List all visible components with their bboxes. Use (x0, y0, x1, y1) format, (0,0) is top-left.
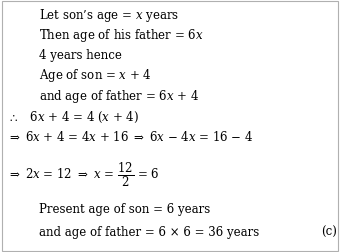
Text: and age of father = $6x$ + 4: and age of father = $6x$ + 4 (39, 87, 199, 105)
Text: $\Rightarrow$ $6x$ + 4 = $4x$ + 16 $\Rightarrow$ $6x$ − $4x$ = 16 − 4: $\Rightarrow$ $6x$ + 4 = $4x$ + 16 $\Rig… (7, 130, 254, 144)
Text: Age of son = $x$ + 4: Age of son = $x$ + 4 (39, 67, 152, 84)
Text: Present age of son = 6 years: Present age of son = 6 years (39, 203, 210, 216)
Text: (c): (c) (321, 226, 337, 239)
Text: and age of father = 6 × 6 = 36 years: and age of father = 6 × 6 = 36 years (39, 226, 259, 239)
Text: $\Rightarrow$ 2$x$ = 12 $\Rightarrow$ $x$ = $\dfrac{12}{2}$ = 6: $\Rightarrow$ 2$x$ = 12 $\Rightarrow$ $x… (7, 162, 160, 189)
Text: Then age of his father = $6x$: Then age of his father = $6x$ (39, 27, 204, 44)
Text: 4 years hence: 4 years hence (39, 49, 122, 62)
Text: $\therefore$   $6x$ + 4 = 4 ($x$ + 4): $\therefore$ $6x$ + 4 = 4 ($x$ + 4) (7, 110, 140, 125)
Text: Let son’s age = $x$ years: Let son’s age = $x$ years (39, 7, 179, 24)
